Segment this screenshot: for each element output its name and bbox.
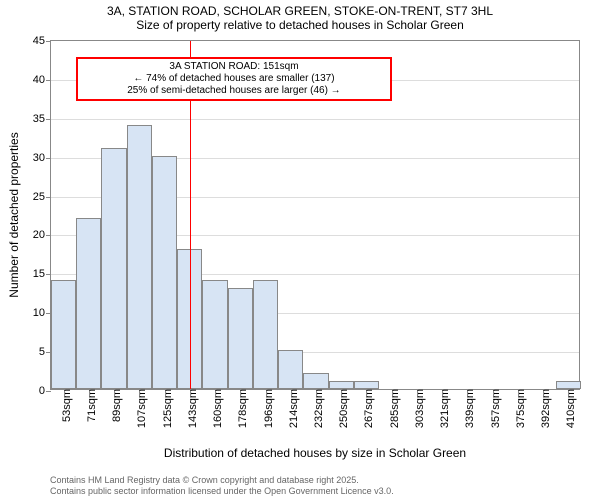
x-tick xyxy=(392,391,393,396)
footer-line-1: Contains HM Land Registry data © Crown c… xyxy=(50,475,394,485)
histogram-bar xyxy=(329,381,354,389)
x-tick xyxy=(64,391,65,396)
y-tick xyxy=(46,197,51,198)
histogram-bar xyxy=(228,288,253,389)
x-tick xyxy=(316,391,317,396)
x-tick xyxy=(114,391,115,396)
histogram-bar xyxy=(278,350,303,389)
plot-area: 05101520253035404553sqm71sqm89sqm107sqm1… xyxy=(50,40,580,390)
histogram-bar xyxy=(253,280,278,389)
histogram-bar xyxy=(101,148,126,389)
x-tick xyxy=(568,391,569,396)
x-tick xyxy=(366,391,367,396)
histogram-bar xyxy=(127,125,152,389)
x-tick xyxy=(467,391,468,396)
chart-container: 3A, STATION ROAD, SCHOLAR GREEN, STOKE-O… xyxy=(0,0,600,500)
histogram-bar xyxy=(354,381,379,389)
histogram-bar xyxy=(76,218,101,389)
x-tick xyxy=(215,391,216,396)
y-tick xyxy=(46,274,51,275)
annotation-line-1: 3A STATION ROAD: 151sqm xyxy=(84,61,383,73)
x-tick xyxy=(341,391,342,396)
x-tick xyxy=(417,391,418,396)
title-line-1: 3A, STATION ROAD, SCHOLAR GREEN, STOKE-O… xyxy=(0,0,600,18)
x-tick xyxy=(266,391,267,396)
annotation-box: 3A STATION ROAD: 151sqm← 74% of detached… xyxy=(76,57,391,101)
y-tick xyxy=(46,80,51,81)
annotation-line-2: ← 74% of detached houses are smaller (13… xyxy=(84,73,383,85)
x-tick xyxy=(190,391,191,396)
histogram-bar xyxy=(202,280,227,389)
histogram-bar xyxy=(51,280,76,389)
gridline xyxy=(51,119,579,120)
footer-line-2: Contains public sector information licen… xyxy=(50,486,394,496)
y-tick xyxy=(46,391,51,392)
x-tick xyxy=(291,391,292,396)
x-tick xyxy=(139,391,140,396)
y-axis-label: Number of detached properties xyxy=(7,132,21,297)
x-tick xyxy=(89,391,90,396)
histogram-bar xyxy=(303,373,328,389)
x-tick xyxy=(543,391,544,396)
x-tick xyxy=(442,391,443,396)
y-tick xyxy=(46,158,51,159)
annotation-line-3: 25% of semi-detached houses are larger (… xyxy=(84,85,383,97)
x-tick xyxy=(240,391,241,396)
title-line-2: Size of property relative to detached ho… xyxy=(0,18,600,32)
x-tick xyxy=(518,391,519,396)
x-tick xyxy=(493,391,494,396)
footer: Contains HM Land Registry data © Crown c… xyxy=(0,475,394,496)
histogram-bar xyxy=(152,156,177,389)
x-tick xyxy=(165,391,166,396)
y-tick xyxy=(46,119,51,120)
x-axis-label: Distribution of detached houses by size … xyxy=(164,446,466,460)
y-tick xyxy=(46,41,51,42)
y-tick xyxy=(46,235,51,236)
histogram-bar xyxy=(556,381,581,389)
